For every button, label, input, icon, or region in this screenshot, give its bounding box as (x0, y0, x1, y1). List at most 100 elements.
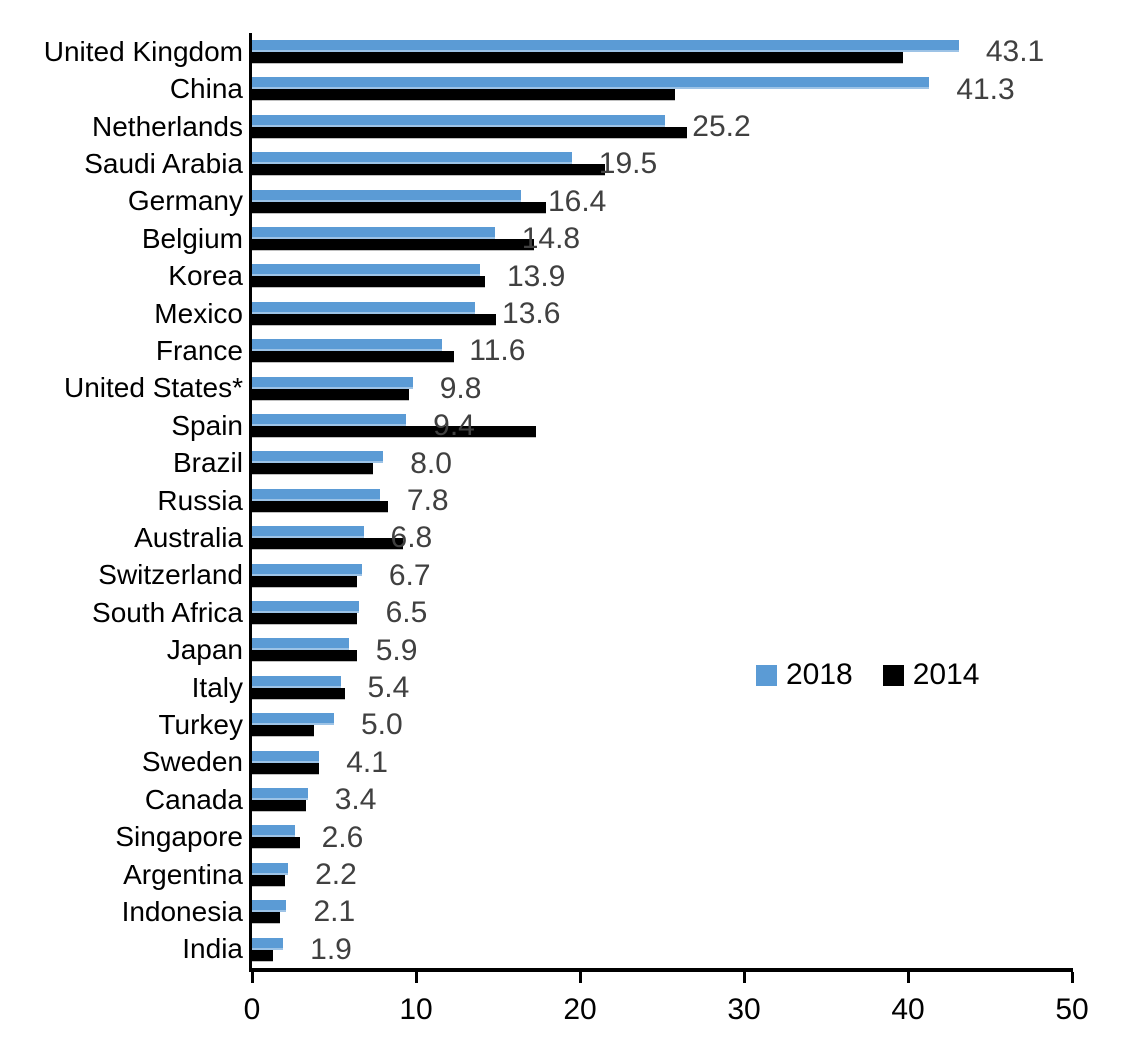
value-label: 5.9 (375, 633, 418, 667)
category-label: Switzerland (98, 559, 243, 591)
value-label: 5.0 (361, 708, 403, 742)
bar-2014 (252, 837, 300, 850)
legend-item-2018: 2018 (756, 660, 853, 690)
bar-2014 (252, 126, 687, 139)
category-label: Korea (168, 260, 243, 292)
legend-label-2018: 2018 (786, 658, 853, 691)
category-label: France (155, 334, 243, 366)
category-label: Russia (157, 484, 243, 516)
y-axis-line (249, 33, 252, 972)
category-label: United States* (64, 372, 243, 404)
category-label: Brazil (172, 447, 243, 479)
bar-2018 (252, 114, 666, 127)
value-label: 13.9 (506, 259, 566, 293)
value-label: 6.7 (388, 558, 431, 592)
value-label: 6.5 (385, 596, 428, 630)
x-tick (1070, 972, 1074, 983)
value-label: 4.1 (346, 745, 388, 779)
category-label: Japan (166, 634, 243, 666)
bar-2018 (252, 264, 480, 277)
category-label: Spain (171, 409, 243, 441)
bar-2018 (252, 451, 384, 464)
bar-2014 (252, 538, 403, 551)
bar-2014 (252, 313, 497, 326)
category-label: Germany (127, 185, 243, 217)
category-label: Netherlands (92, 110, 243, 142)
x-tick-label: 30 (727, 993, 761, 1026)
value-label: 7.8 (406, 484, 449, 517)
value-label: 19.5 (598, 147, 658, 181)
bar-2018 (252, 825, 295, 838)
value-label: 2.1 (313, 895, 356, 929)
bar-2014 (252, 762, 320, 775)
category-label: Australia (134, 521, 243, 553)
legend-item-2014: 2014 (882, 658, 980, 691)
x-axis-line (249, 968, 1073, 972)
legend: 2018 2014 (756, 660, 980, 690)
bar-2018 (252, 937, 284, 950)
bar-2014 (252, 800, 307, 812)
bar-2014 (252, 725, 315, 738)
value-label: 16.4 (547, 184, 607, 218)
bar-2014 (252, 613, 357, 625)
category-label: Saudi Arabia (84, 147, 243, 179)
bar-2014 (252, 276, 485, 289)
category-label: Belgium (141, 222, 243, 254)
bar-2014 (252, 949, 274, 962)
value-label: 43.1 (985, 35, 1045, 69)
category-label: China (169, 73, 243, 105)
bar-2018 (252, 227, 495, 239)
value-label: 41.3 (956, 72, 1015, 106)
bar-2014 (252, 912, 280, 925)
value-label: 6.8 (390, 521, 433, 555)
bar-2014 (252, 239, 535, 251)
category-label: India (182, 933, 243, 965)
value-label: 5.4 (367, 671, 410, 704)
x-tick-label: 0 (243, 993, 261, 1026)
bar-2014 (252, 874, 285, 887)
category-label: Singapore (115, 821, 243, 853)
category-label: South Africa (92, 596, 243, 628)
category-label: Turkey (158, 708, 243, 740)
bar-2014 (252, 650, 357, 663)
value-label: 11.6 (469, 334, 526, 368)
value-label: 1.9 (310, 932, 352, 966)
bar-2018 (252, 788, 308, 800)
bar-2018 (252, 563, 362, 576)
bar-2014 (252, 426, 536, 438)
bar-2018 (252, 40, 959, 52)
value-label: 3.4 (334, 783, 377, 817)
category-label: Sweden (141, 746, 243, 778)
category-label: Canada (144, 783, 243, 815)
category-label: Argentina (123, 858, 243, 890)
category-label: Indonesia (121, 895, 243, 927)
bar-2018 (252, 189, 521, 202)
bar-2014 (252, 89, 676, 102)
bar-2014 (252, 52, 904, 64)
value-label: 2.6 (321, 820, 364, 854)
bar-2018 (252, 713, 334, 726)
bar-2018 (252, 750, 320, 763)
legend-swatch-2018-icon (756, 664, 777, 686)
bar-2018 (252, 601, 359, 613)
bar-2018 (252, 301, 476, 314)
x-tick-label: 50 (1055, 993, 1089, 1026)
value-label: 14.8 (521, 222, 581, 256)
bar-2018 (252, 862, 289, 875)
category-label: Italy (191, 671, 243, 703)
bar-2018 (252, 414, 407, 426)
bar-2014 (252, 687, 346, 700)
value-label: 9.8 (439, 371, 482, 405)
bar-2018 (252, 152, 572, 165)
x-tick (414, 972, 418, 983)
bar-2018 (252, 339, 443, 352)
x-tick-label: 40 (891, 993, 925, 1026)
x-tick-label: 20 (563, 993, 597, 1026)
value-label: 25.2 (692, 110, 751, 143)
value-label: 9.4 (433, 409, 475, 443)
legend-label-2014: 2014 (912, 658, 980, 691)
bar-2014 (252, 351, 454, 364)
x-tick (742, 972, 746, 983)
